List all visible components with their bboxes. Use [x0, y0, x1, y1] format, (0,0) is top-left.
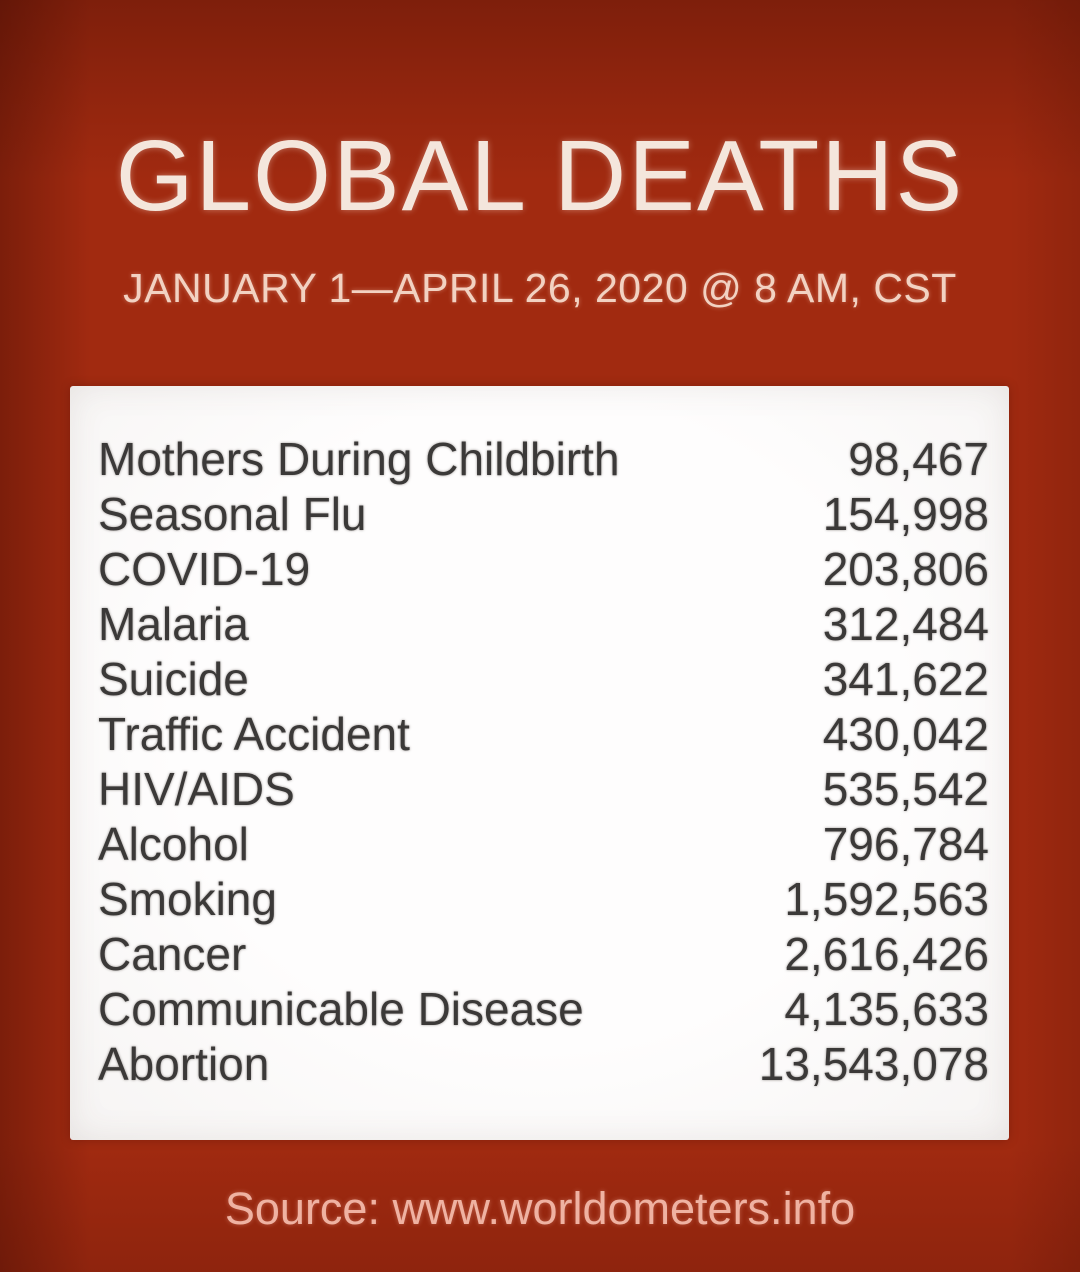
- death-count: 4,135,633: [784, 983, 989, 1035]
- death-count: 796,784: [822, 818, 989, 870]
- table-row: HIV/AIDS 535,542: [98, 762, 989, 817]
- deaths-table: Mothers During Childbirth 98,467 Seasona…: [70, 386, 1009, 1092]
- table-row: Alcohol 796,784: [98, 817, 989, 872]
- table-row: Abortion 13,543,078: [98, 1037, 989, 1092]
- table-row: Malaria 312,484: [98, 597, 989, 652]
- table-row: Suicide 341,622: [98, 652, 989, 707]
- cause-label: Seasonal Flu: [98, 488, 367, 540]
- source-attribution: Source: www.worldometers.info: [224, 1183, 856, 1234]
- death-count: 13,543,078: [758, 1038, 989, 1090]
- page-title: GLOBAL DEATHS: [115, 120, 965, 232]
- cause-label: Malaria: [98, 598, 249, 650]
- table-row: Traffic Accident 430,042: [98, 707, 989, 762]
- death-count: 98,467: [848, 433, 989, 485]
- table-row: Cancer 2,616,426: [98, 927, 989, 982]
- deaths-table-panel: Mothers During Childbirth 98,467 Seasona…: [70, 386, 1009, 1140]
- death-count: 341,622: [822, 653, 989, 705]
- death-count: 430,042: [822, 708, 989, 760]
- death-count: 312,484: [822, 598, 989, 650]
- cause-label: Traffic Accident: [98, 708, 410, 760]
- cause-label: Cancer: [98, 928, 247, 980]
- cause-label: Communicable Disease: [98, 983, 584, 1035]
- table-row: Mothers During Childbirth 98,467: [98, 432, 989, 487]
- table-row: Seasonal Flu 154,998: [98, 487, 989, 542]
- cause-label: Mothers During Childbirth: [98, 433, 620, 485]
- death-count: 535,542: [822, 763, 989, 815]
- table-row: COVID-19 203,806: [98, 542, 989, 597]
- cause-label: Smoking: [98, 873, 277, 925]
- cause-label: COVID-19: [98, 543, 311, 595]
- table-row: Smoking 1,592,563: [98, 872, 989, 927]
- table-row: Communicable Disease 4,135,633: [98, 982, 989, 1037]
- cause-label: Abortion: [98, 1038, 270, 1090]
- death-count: 154,998: [822, 488, 989, 540]
- death-count: 2,616,426: [784, 928, 989, 980]
- cause-label: Alcohol: [98, 818, 249, 870]
- date-range-subtitle: JANUARY 1—APRIL 26, 2020 @ 8 AM, CST: [123, 265, 957, 311]
- cause-label: HIV/AIDS: [98, 763, 295, 815]
- death-count: 1,592,563: [784, 873, 989, 925]
- death-count: 203,806: [822, 543, 989, 595]
- cause-label: Suicide: [98, 653, 249, 705]
